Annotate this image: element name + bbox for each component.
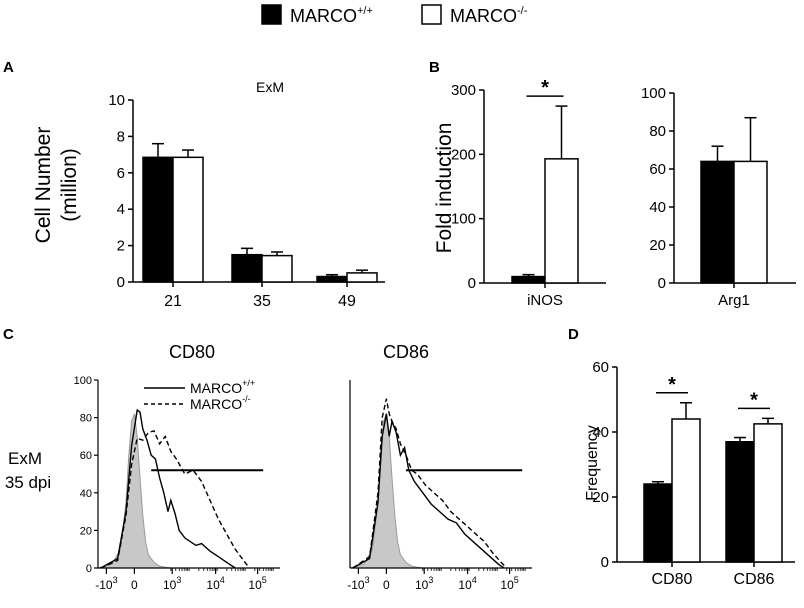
legend-wt-label: MARCO+/+	[290, 5, 373, 26]
histogram-wt-line	[352, 413, 505, 569]
bar-wt-cd86	[725, 441, 755, 563]
panel-d-chart: Frequency 0 20 40 60 CD80 * CD86 *	[584, 359, 795, 588]
x-tick-label: 105	[500, 575, 518, 592]
x-tick-label: 35	[253, 293, 271, 310]
y-tick-label: 80	[80, 413, 92, 425]
y-tick-label: 100	[641, 85, 666, 102]
panel-label-c: C	[3, 326, 14, 343]
y-tick-label: 300	[451, 82, 476, 99]
x-tick-label: iNOS	[527, 292, 563, 309]
legend-dashed-label: MARCO-/-	[190, 394, 251, 412]
y-tick-label: 40	[80, 488, 92, 500]
bar-wt-35	[231, 253, 263, 283]
bar-ko-cd86	[753, 423, 783, 563]
bar-wt-21	[142, 156, 174, 283]
panel-label-a: A	[3, 59, 14, 76]
y-tick-label: 0	[117, 274, 125, 291]
histogram-isotype	[97, 413, 171, 569]
bar-wt-49	[316, 275, 348, 283]
y-tick-label: 0	[601, 554, 609, 571]
legend-ko-swatch	[421, 4, 442, 25]
y-tick-label: 6	[117, 165, 125, 182]
bar-ko-inos	[544, 158, 579, 284]
panel-c-cd80-title: CD80	[169, 342, 215, 362]
significance-star: *	[541, 77, 549, 99]
x-tick-label: -103	[95, 575, 117, 592]
legend-ko-label: MARCO-/-	[450, 5, 528, 26]
panel-label-d: D	[568, 326, 579, 343]
bar-ko-21	[172, 156, 204, 283]
y-tick-label: 40	[649, 199, 666, 216]
bar-wt-arg1	[700, 160, 735, 284]
bar-ko-49	[346, 272, 378, 283]
x-tick-label: 103	[415, 575, 433, 592]
histogram-wt-line	[100, 408, 236, 569]
y-tick-label: 10	[108, 92, 125, 109]
y-tick-label: 60	[649, 161, 666, 178]
x-tick-label: Arg1	[718, 292, 750, 309]
bar-wt-inos	[511, 275, 546, 284]
panel-c-row-label-line2: 35 dpi	[5, 473, 51, 492]
bar-wt-cd80	[643, 483, 673, 563]
y-tick-label: 0	[468, 275, 476, 292]
y-tick-label: 60	[80, 450, 92, 462]
panel-c-cd86-title: CD86	[383, 342, 429, 362]
histogram-ko-line	[100, 429, 250, 569]
x-tick-label: 0	[383, 578, 390, 592]
panel-c-row-label-line1: ExM	[8, 449, 42, 468]
significance-star: *	[668, 374, 676, 396]
panel-c-legend: MARCO+/+ MARCO-/-	[144, 378, 255, 412]
panel-a-chart: ExM Cell Number (million) 0 2 4 6 8 10 21 35 49	[32, 79, 385, 310]
y-tick-label: 100	[74, 375, 92, 387]
histogram-ko-line	[352, 398, 508, 569]
histogram-isotype	[349, 413, 423, 569]
y-tick-label: 2	[117, 238, 125, 255]
x-tick-label: 105	[248, 575, 266, 592]
y-tick-label: 80	[649, 123, 666, 140]
panel-b-arg1-chart: 0 20 40 60 80 100 Arg1	[641, 85, 796, 309]
x-tick-label: -103	[347, 575, 369, 592]
y-tick-label: 40	[592, 424, 609, 441]
y-tick-label: 20	[80, 525, 92, 537]
y-tick-label: 200	[451, 146, 476, 163]
panel-a-title: ExM	[256, 79, 284, 95]
y-tick-label: 8	[117, 128, 125, 145]
x-tick-label: 104	[458, 575, 476, 592]
panel-b-inos-chart: Fold induction 0 100 200 300 iNOS *	[433, 77, 606, 309]
x-tick-label: 0	[131, 578, 138, 592]
y-tick-label: 100	[451, 211, 476, 228]
bar-ko-35	[261, 254, 293, 283]
panel-b-ylabel: Fold induction	[433, 123, 456, 254]
panel-label-b: B	[429, 59, 440, 76]
y-tick-label: 0	[86, 563, 92, 575]
panel-a-ylabel-line1: Cell Number	[32, 127, 55, 244]
panel-d-ylabel: Frequency	[584, 425, 601, 501]
legend-solid-label: MARCO+/+	[190, 378, 255, 396]
y-tick-label: 20	[649, 237, 666, 254]
y-tick-label: 0	[658, 275, 666, 292]
y-tick-label: 20	[592, 489, 609, 506]
y-tick-label: 60	[592, 359, 609, 376]
bar-ko-cd80	[671, 418, 701, 563]
x-tick-label: 104	[206, 575, 224, 592]
x-tick-label: 21	[164, 293, 182, 310]
x-tick-label: 49	[338, 293, 356, 310]
x-tick-label: CD80	[652, 571, 693, 588]
legend: MARCO+/+ MARCO-/-	[261, 4, 528, 26]
x-tick-label: 103	[163, 575, 181, 592]
y-tick-label: 4	[117, 201, 125, 218]
x-tick-label: CD86	[734, 571, 775, 588]
bar-ko-arg1	[733, 160, 768, 284]
significance-star: *	[750, 389, 758, 411]
legend-wt-swatch	[261, 4, 282, 25]
panel-a-ylabel-line2: (million)	[58, 148, 81, 222]
